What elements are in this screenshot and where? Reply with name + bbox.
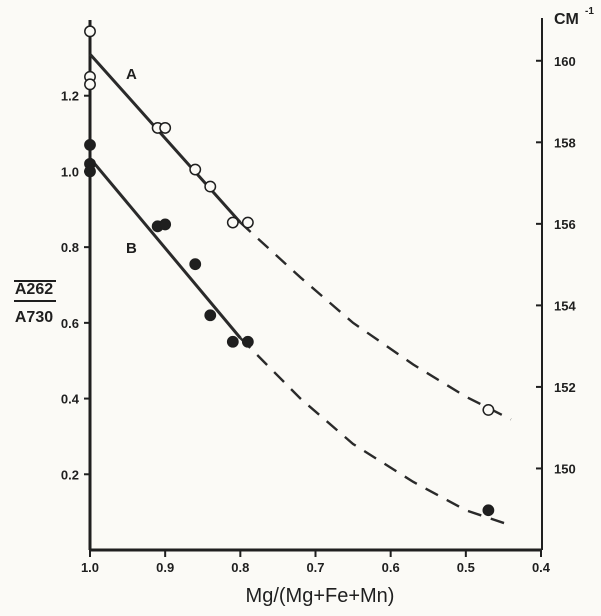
series-A-point-6: [204, 180, 217, 193]
series-A-point-0: [84, 25, 96, 38]
x-tick-label: 0.6: [382, 560, 400, 575]
y2-tick-label: 160: [554, 54, 576, 69]
y-tick-label: 1.0: [61, 164, 79, 179]
series-A-point-8: [241, 216, 254, 229]
x-axis-label: Mg/(Mg+Fe+Mn): [246, 585, 395, 607]
y2-tick-label: 156: [554, 217, 576, 232]
series-B-point-8: [241, 335, 254, 348]
series-B-point-4: [159, 218, 172, 231]
series-B-point-2: [84, 165, 96, 178]
series-B-point-6: [204, 309, 217, 322]
chart-root: 1.0 0.9 0.8 0.7 0.6 0.5 0.4 0.2 0.4 0.6 0.8 1.0 1.2 1…: [14, 6, 594, 607]
series-A-fit-line: [88, 53, 242, 224]
y-tick-label: 0.6: [61, 316, 79, 331]
y-tick-label: 0.8: [61, 240, 79, 255]
y2-tick-label: 152: [554, 380, 576, 395]
y-tick-label: 1.2: [61, 89, 79, 104]
x-tick-label: 0.9: [156, 560, 174, 575]
series-B-point-9: [482, 504, 495, 517]
series-A-dashed-curve: [239, 221, 512, 421]
series-A-point-9: [482, 403, 495, 416]
y2-tick-label: 150: [554, 461, 576, 476]
x-tick-label: 0.8: [231, 560, 249, 575]
y2-axis-label-superscript: -1: [585, 6, 594, 17]
y-axis-label-denominator: A730: [15, 309, 53, 326]
series-B-dashed-curve: [239, 337, 512, 527]
y-tick-label: 0.2: [61, 467, 79, 482]
y2-tick-label: 158: [554, 135, 576, 150]
y2-axis-label: CM: [554, 11, 579, 28]
x-tick-label: 1.0: [81, 560, 99, 575]
y-axis-label-numerator: A262: [15, 281, 53, 298]
series-A-point-4: [159, 121, 172, 134]
y-tick-label: 0.4: [61, 392, 80, 407]
x-tick-label: 0.7: [306, 560, 324, 575]
x-tick-label: 0.5: [457, 560, 475, 575]
y2-tick-label: 154: [554, 298, 576, 313]
series-A-point-5: [189, 163, 202, 176]
series-B-point-5: [189, 258, 202, 271]
series-B-fit-line: [88, 157, 242, 339]
series-label-B: B: [126, 240, 137, 257]
series-B-point-0: [84, 139, 96, 151]
series-B-point-7: [226, 335, 239, 348]
x-tick-label: 0.4: [532, 560, 551, 575]
series-A-point-2: [84, 78, 96, 91]
series-A-point-7: [226, 216, 239, 229]
series-label-A: A: [126, 66, 137, 83]
